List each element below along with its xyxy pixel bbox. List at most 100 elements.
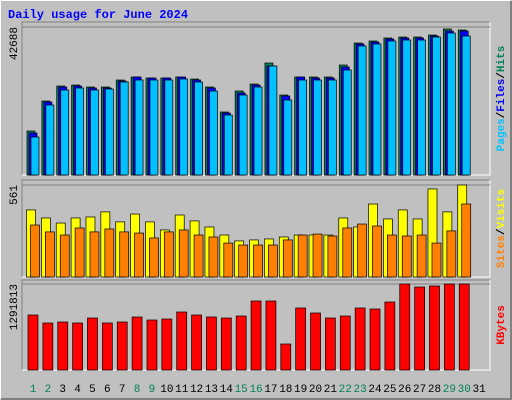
legend: KBytes xyxy=(496,305,508,345)
x-tick-label: 6 xyxy=(104,384,111,396)
bar xyxy=(42,322,54,371)
bar xyxy=(238,94,248,176)
bar xyxy=(310,312,321,371)
legend-entry: KBytes xyxy=(496,305,508,345)
bar xyxy=(387,40,397,176)
legend-entry: Hits xyxy=(496,46,508,72)
bar xyxy=(283,99,293,176)
bar xyxy=(45,231,55,278)
legend-separator: / xyxy=(496,72,508,79)
x-tick-label: 12 xyxy=(190,384,203,396)
bar xyxy=(208,236,219,278)
legend-entry: Files xyxy=(496,79,508,112)
bar xyxy=(461,35,471,176)
bar xyxy=(431,242,442,278)
bar xyxy=(59,234,70,278)
bar xyxy=(119,81,129,176)
bar xyxy=(57,321,69,371)
legend-entry: Pages xyxy=(496,118,508,151)
legend: Sites/Visits xyxy=(496,189,508,268)
x-tick-label: 16 xyxy=(249,384,262,396)
legend-entry: Sites xyxy=(496,235,508,268)
x-tick-label: 10 xyxy=(160,384,173,396)
bar xyxy=(178,229,189,278)
x-tick-label: 3 xyxy=(59,384,66,396)
bar xyxy=(298,79,308,176)
x-tick-label: 13 xyxy=(205,384,218,396)
panel-bevel xyxy=(21,179,490,277)
x-tick-label: 15 xyxy=(235,384,248,396)
x-tick-label: 25 xyxy=(383,384,396,396)
bar xyxy=(163,231,174,278)
bar xyxy=(206,316,217,371)
x-tick-label: 20 xyxy=(309,384,322,396)
bar xyxy=(369,308,381,371)
bar xyxy=(250,300,262,371)
bar xyxy=(253,244,263,278)
bar xyxy=(357,223,367,278)
bar xyxy=(179,78,189,176)
bar xyxy=(342,69,352,176)
bar xyxy=(193,234,204,278)
x-tick-label: 27 xyxy=(413,384,426,396)
bar xyxy=(101,322,113,371)
bar xyxy=(387,234,397,278)
bar xyxy=(372,225,382,278)
bar xyxy=(268,65,278,176)
bar xyxy=(416,234,427,278)
bar xyxy=(280,343,292,371)
bar xyxy=(220,317,232,371)
x-tick-label: 7 xyxy=(119,384,126,396)
legend-separator: / xyxy=(496,228,508,235)
bar xyxy=(458,283,470,371)
x-tick-label: 22 xyxy=(339,384,352,396)
panel-bevel xyxy=(21,279,490,370)
legend-separator: / xyxy=(496,111,508,118)
bar xyxy=(446,230,457,278)
x-tick-label: 31 xyxy=(472,384,486,396)
bar xyxy=(328,79,337,176)
bar xyxy=(119,231,130,278)
bar xyxy=(417,39,426,176)
bar xyxy=(27,314,39,371)
bar xyxy=(134,79,144,176)
bar xyxy=(60,89,70,176)
x-tick-label: 1 xyxy=(30,384,37,396)
bar xyxy=(176,311,188,371)
bar xyxy=(87,317,98,371)
bar xyxy=(268,244,278,278)
bar xyxy=(325,317,336,371)
bar xyxy=(149,79,159,176)
x-tick-label: 18 xyxy=(279,384,292,396)
x-tick-label: 19 xyxy=(294,384,307,396)
bar xyxy=(104,228,115,278)
legend: Pages/Files/Hits xyxy=(496,46,508,152)
y-tick-label: 42688 xyxy=(9,27,21,60)
bar xyxy=(313,79,322,176)
x-tick-label: 26 xyxy=(398,384,411,396)
x-tick-label: 8 xyxy=(134,384,141,396)
bar xyxy=(74,227,85,278)
x-tick-label: 2 xyxy=(45,384,52,396)
bar xyxy=(399,283,411,371)
bar xyxy=(357,45,367,176)
bar xyxy=(354,307,366,371)
bar xyxy=(372,43,382,176)
bar xyxy=(134,232,144,278)
x-tick-label: 14 xyxy=(220,384,234,396)
bar xyxy=(414,286,425,371)
bar xyxy=(295,307,307,371)
x-tick-label: 17 xyxy=(264,384,277,396)
bar xyxy=(45,104,55,176)
y-tick-label: 1291813 xyxy=(9,284,21,330)
bar xyxy=(75,87,84,176)
bar xyxy=(104,88,114,176)
x-tick-label: 29 xyxy=(443,384,456,396)
bar xyxy=(161,318,173,371)
x-tick-label: 30 xyxy=(458,384,471,396)
bar xyxy=(432,36,441,176)
bar xyxy=(327,235,338,278)
bar xyxy=(72,322,83,371)
